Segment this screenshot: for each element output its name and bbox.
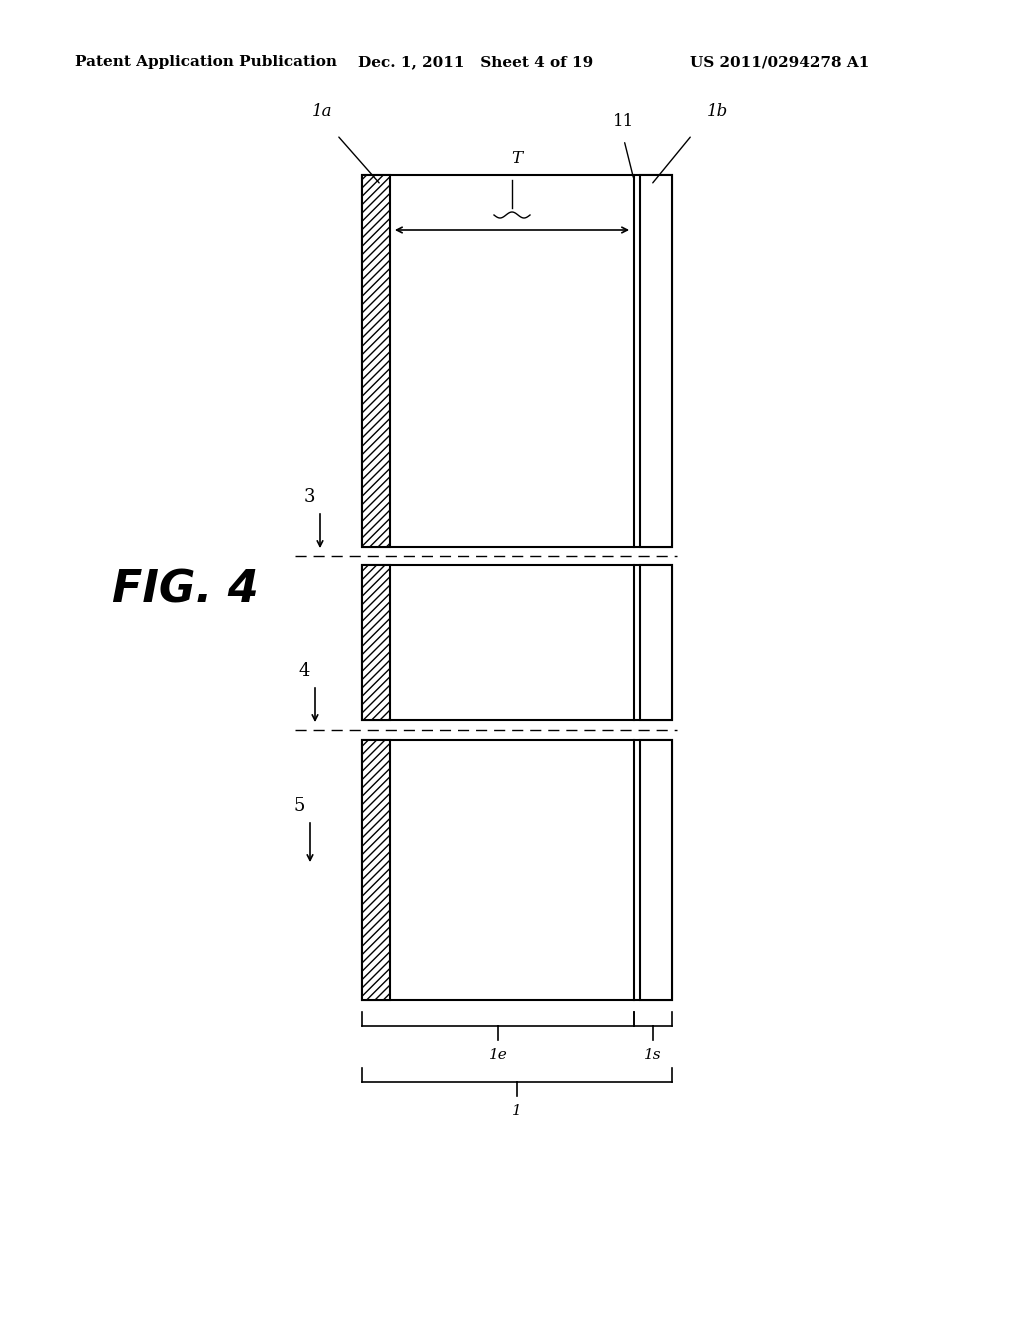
Text: FIG. 4: FIG. 4 <box>112 569 258 611</box>
Bar <box>640 565 672 719</box>
Bar <box>362 741 390 1001</box>
Text: 1b: 1b <box>707 103 728 120</box>
Bar <box>362 741 672 1001</box>
Bar <box>362 176 390 546</box>
Text: 1e: 1e <box>488 1048 507 1063</box>
Text: 5: 5 <box>294 797 305 814</box>
Bar <box>362 176 672 546</box>
Text: US 2011/0294278 A1: US 2011/0294278 A1 <box>690 55 869 69</box>
Bar <box>362 565 672 719</box>
Text: T: T <box>511 150 522 168</box>
Bar <box>362 565 390 719</box>
Text: Dec. 1, 2011   Sheet 4 of 19: Dec. 1, 2011 Sheet 4 of 19 <box>358 55 593 69</box>
Text: 3: 3 <box>303 488 315 506</box>
Bar <box>640 741 672 1001</box>
Bar <box>640 176 672 546</box>
Text: Patent Application Publication: Patent Application Publication <box>75 55 337 69</box>
Text: 1s: 1s <box>644 1048 662 1063</box>
Text: 4: 4 <box>299 663 310 680</box>
Text: 1: 1 <box>512 1104 522 1118</box>
Text: 1a: 1a <box>312 103 333 120</box>
Text: 11: 11 <box>613 114 635 129</box>
